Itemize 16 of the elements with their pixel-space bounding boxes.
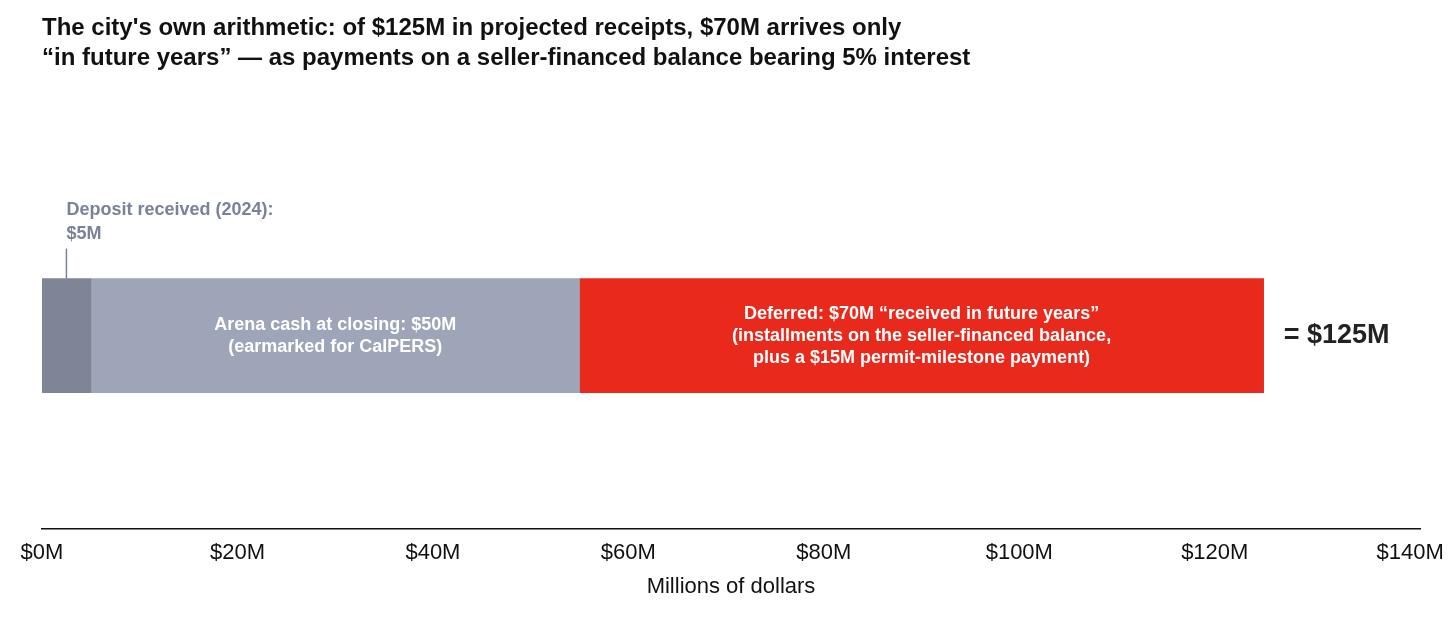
x-tick-label: $20M [209, 539, 265, 565]
x-tick-label: $120M [1181, 539, 1249, 565]
bar [579, 278, 1264, 393]
data-label: Arena cash at closing: $50M (earmarked for CalPERS) [214, 313, 457, 356]
total-label: = $125M [1283, 319, 1390, 350]
x-tick-label: $60M [600, 539, 656, 565]
x-tick-label: $100M [985, 539, 1053, 565]
x-tick-label: $0M [20, 539, 64, 565]
chart-title: The city's own arithmetic: of $125M in projected receipts, $70M arrives only “in future years” — as payments on a seller-financed balance bearing 5% interest [42, 12, 971, 72]
x-tick-label: $80M [796, 539, 852, 565]
text: Deposit received (2024): $5M [66, 198, 274, 243]
data-label: Deferred: $70M “received in future years” (installments on the seller-financed balance, plus a $15M permit-milestone payment) [732, 302, 1112, 367]
x-tick-label: $140M [1376, 539, 1444, 565]
bar [90, 278, 580, 393]
x-tick-label: $40M [405, 539, 461, 565]
x-axis-title: Millions of dollars [646, 572, 816, 598]
